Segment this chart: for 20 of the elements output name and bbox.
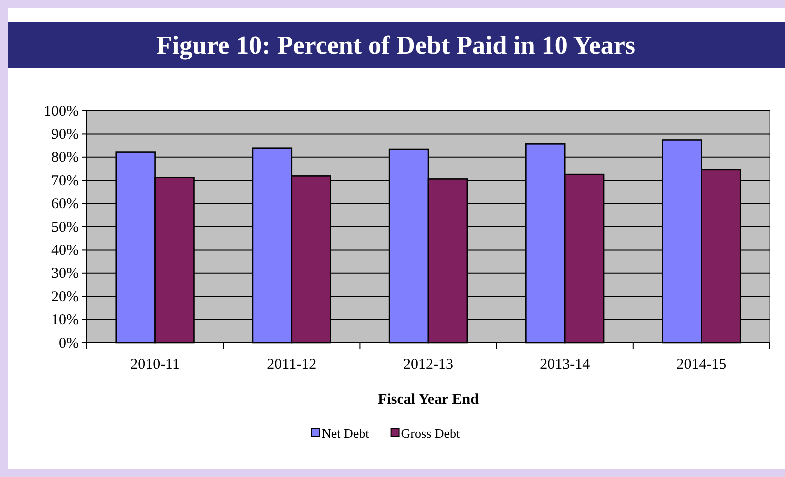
y-tick-label: 90% bbox=[52, 127, 79, 143]
y-tick-label: 30% bbox=[52, 266, 79, 282]
y-tick-label: 40% bbox=[52, 243, 79, 259]
legend-label: Gross Debt bbox=[401, 426, 461, 441]
y-tick-label: 50% bbox=[52, 220, 79, 236]
y-tick-label: 70% bbox=[52, 173, 79, 190]
y-tick-label: 60% bbox=[52, 196, 79, 213]
x-tick-label: 2011-12 bbox=[267, 357, 317, 373]
y-tick-label: 0% bbox=[59, 336, 79, 352]
y-tick-label: 80% bbox=[52, 150, 79, 166]
chart-title: Figure 10: Percent of Debt Paid in 10 Years bbox=[156, 31, 636, 60]
x-tick-label: 2014-15 bbox=[676, 357, 727, 373]
legend-label: Net Debt bbox=[322, 426, 370, 441]
x-tick-label: 2010-11 bbox=[130, 357, 180, 373]
x-axis-title: Fiscal Year End bbox=[378, 392, 480, 408]
y-tick-label: 10% bbox=[52, 312, 79, 329]
y-tick-label: 100% bbox=[44, 104, 79, 120]
x-tick-label: 2013-14 bbox=[540, 357, 591, 373]
y-tick-label: 20% bbox=[52, 289, 79, 306]
x-tick-label: 2012-13 bbox=[404, 357, 454, 373]
